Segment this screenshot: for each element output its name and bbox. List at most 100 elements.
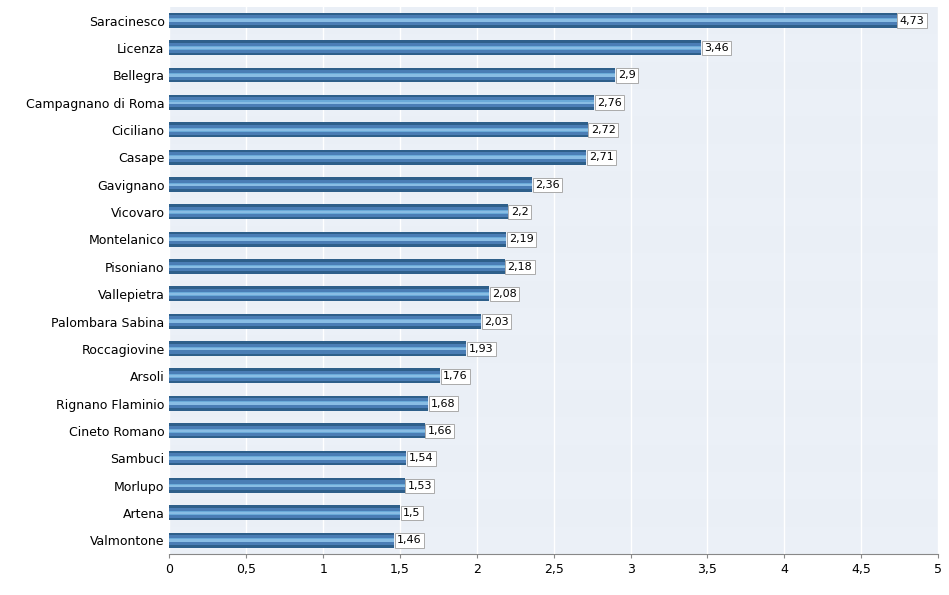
Bar [170, 453, 406, 456]
Bar [170, 117, 938, 144]
Bar [170, 125, 587, 128]
Text: 4,73: 4,73 [900, 15, 924, 26]
Bar [170, 46, 701, 49]
Bar [170, 314, 481, 317]
Bar [170, 423, 424, 426]
Bar [170, 478, 404, 481]
Bar [170, 341, 466, 344]
Bar [170, 95, 594, 98]
Bar [170, 456, 406, 460]
Bar [170, 457, 406, 459]
Bar [170, 239, 506, 241]
Bar [170, 508, 400, 511]
Bar [170, 35, 938, 62]
Bar [170, 402, 428, 405]
Bar [170, 299, 489, 301]
Text: 1,68: 1,68 [431, 399, 456, 409]
Text: 1,54: 1,54 [409, 453, 434, 464]
Bar [170, 214, 508, 217]
Bar [170, 271, 505, 274]
Text: 1,76: 1,76 [443, 371, 468, 381]
Bar [170, 296, 489, 299]
Bar [170, 293, 489, 295]
Bar [170, 134, 587, 137]
Text: 1,53: 1,53 [408, 481, 432, 491]
Bar [170, 444, 938, 472]
Bar [170, 122, 587, 125]
Bar [170, 450, 406, 453]
Bar [170, 89, 938, 117]
Bar [170, 128, 587, 131]
Bar [170, 159, 586, 162]
Bar [170, 399, 428, 402]
Bar [170, 22, 897, 25]
Bar [170, 436, 424, 438]
Bar [170, 323, 481, 326]
Bar [170, 199, 938, 226]
Bar [170, 241, 506, 244]
Bar [170, 104, 594, 107]
Bar [170, 47, 701, 49]
Bar [170, 171, 938, 199]
Bar [170, 426, 424, 429]
Bar [170, 266, 505, 268]
Bar [170, 484, 404, 487]
Bar [170, 210, 508, 214]
Bar [170, 390, 938, 417]
Bar [170, 350, 466, 353]
Text: 2,18: 2,18 [508, 262, 532, 272]
Bar [170, 207, 508, 210]
Bar [170, 204, 508, 207]
Bar [170, 15, 897, 18]
Bar [170, 499, 938, 527]
Bar [170, 512, 400, 514]
Bar [170, 73, 615, 77]
Bar [170, 262, 505, 265]
Bar [170, 429, 424, 433]
Bar [170, 101, 594, 104]
Bar [170, 511, 400, 515]
Bar [170, 253, 938, 280]
Bar [170, 308, 938, 335]
Bar [170, 527, 938, 554]
Bar [170, 481, 404, 484]
Bar [170, 183, 532, 186]
Text: 2,03: 2,03 [485, 317, 510, 327]
Text: 2,71: 2,71 [589, 152, 614, 162]
Bar [170, 490, 404, 493]
Bar [170, 320, 481, 323]
Bar [170, 156, 586, 159]
Bar [170, 347, 466, 350]
Bar [170, 505, 400, 508]
Bar [170, 68, 615, 70]
Bar [170, 292, 489, 296]
Bar [170, 80, 615, 83]
Bar [170, 542, 394, 545]
Bar [170, 180, 532, 183]
Text: 2,08: 2,08 [493, 289, 517, 299]
Bar [170, 378, 440, 381]
Bar [170, 353, 466, 356]
Bar [170, 368, 440, 371]
Bar [170, 487, 404, 490]
Text: 2,36: 2,36 [535, 180, 560, 190]
Bar [170, 515, 400, 518]
Bar [170, 70, 615, 73]
Bar [170, 289, 489, 292]
Text: 1,5: 1,5 [403, 508, 420, 518]
Bar [170, 472, 938, 499]
Bar [170, 77, 615, 80]
Text: 2,9: 2,9 [619, 70, 636, 80]
Bar [170, 20, 897, 22]
Bar [170, 13, 897, 15]
Bar [170, 268, 505, 271]
Bar [170, 102, 594, 104]
Bar [170, 177, 532, 180]
Bar [170, 405, 428, 408]
Bar [170, 189, 532, 192]
Bar [170, 433, 424, 436]
Text: 2,19: 2,19 [510, 234, 534, 245]
Bar [170, 244, 506, 246]
Bar [170, 18, 897, 22]
Bar [170, 484, 404, 487]
